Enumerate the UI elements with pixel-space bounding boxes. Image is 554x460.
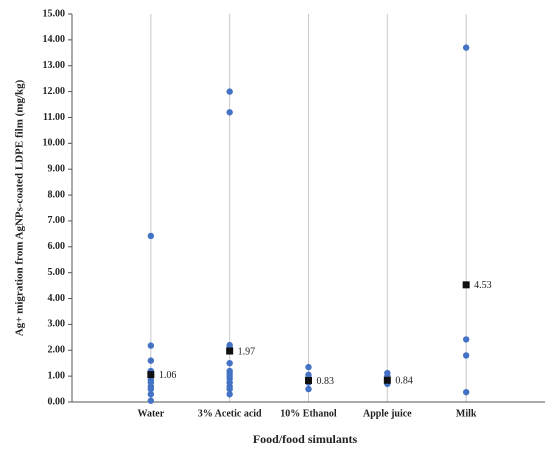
y-tick-label: 1.00 bbox=[48, 370, 66, 381]
data-point bbox=[226, 109, 233, 116]
data-point bbox=[147, 357, 155, 364]
data-point bbox=[462, 388, 470, 396]
y-tick-label: 6.00 bbox=[48, 241, 66, 252]
y-tick-label: 2.00 bbox=[48, 345, 66, 356]
mean-marker bbox=[226, 347, 234, 355]
data-point bbox=[226, 88, 233, 95]
y-tick-label: 0.00 bbox=[48, 396, 66, 407]
y-tick-label: 7.00 bbox=[48, 215, 66, 226]
mean-label: 1.06 bbox=[159, 370, 177, 381]
mean-marker bbox=[462, 281, 470, 289]
x-tick-label: Apple juice bbox=[363, 408, 412, 419]
x-tick-label: 3% Acetic acid bbox=[198, 408, 262, 419]
mean-marker bbox=[305, 377, 312, 385]
data-point bbox=[147, 385, 155, 393]
mean-label: 0.83 bbox=[317, 376, 335, 387]
x-tick-label: Milk bbox=[456, 408, 477, 419]
data-point bbox=[226, 360, 233, 367]
y-tick-label: 3.00 bbox=[48, 319, 66, 330]
data-point bbox=[226, 385, 233, 393]
x-tick-label: 10% Ethanol bbox=[280, 408, 337, 419]
y-tick-label: 8.00 bbox=[48, 189, 66, 200]
data-point bbox=[462, 336, 470, 343]
y-tick-label: 15.00 bbox=[43, 8, 66, 19]
data-point bbox=[147, 232, 155, 240]
y-tick-label: 10.00 bbox=[43, 138, 66, 149]
data-point bbox=[147, 391, 155, 398]
data-point bbox=[147, 397, 155, 404]
y-axis-title: Ag+ migration from AgNPs-coated LDPE fil… bbox=[14, 79, 26, 336]
y-tick-label: 13.00 bbox=[43, 60, 66, 71]
mean-label: 1.97 bbox=[238, 346, 256, 357]
data-point bbox=[147, 342, 155, 349]
y-tick-label: 5.00 bbox=[48, 267, 66, 278]
y-tick-label: 4.00 bbox=[48, 293, 66, 304]
y-tick-label: 12.00 bbox=[43, 86, 66, 97]
y-tick-label: 9.00 bbox=[48, 163, 66, 174]
data-point bbox=[305, 363, 312, 371]
y-tick-label: 11.00 bbox=[43, 112, 65, 123]
x-axis-title: Food/food simulants bbox=[253, 432, 358, 446]
data-point bbox=[462, 44, 470, 51]
mean-marker bbox=[383, 376, 391, 384]
x-tick-label: Water bbox=[138, 408, 165, 419]
mean-label: 0.84 bbox=[395, 376, 413, 387]
data-point bbox=[462, 352, 470, 359]
mean-marker bbox=[147, 371, 155, 379]
mean-label: 4.53 bbox=[474, 280, 492, 291]
data-point bbox=[226, 391, 233, 398]
y-tick-label: 14.00 bbox=[43, 34, 66, 45]
data-point bbox=[305, 385, 312, 393]
